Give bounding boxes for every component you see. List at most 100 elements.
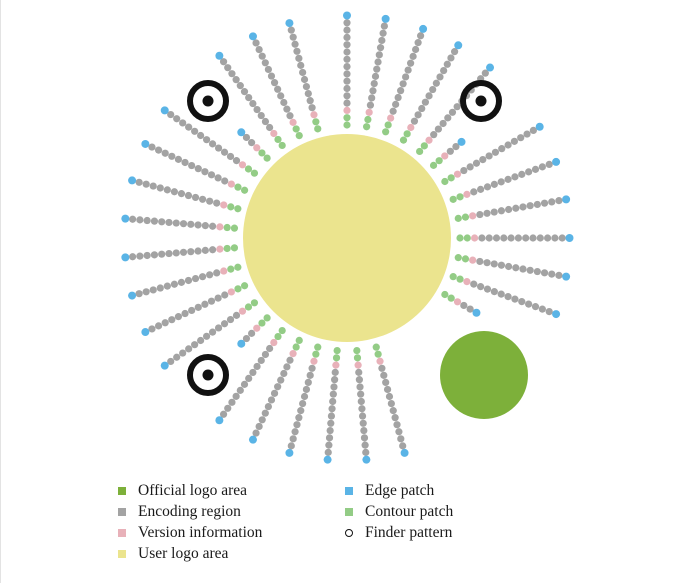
encoding-patch-dot bbox=[291, 428, 299, 436]
encoding-patch-dot bbox=[434, 125, 442, 133]
encoding-patch-dot bbox=[343, 63, 351, 71]
contour-patch-dot bbox=[230, 244, 239, 252]
encoding-patch-dot bbox=[551, 234, 559, 242]
contour-patch-dot bbox=[227, 203, 235, 211]
edge-patch-dot bbox=[562, 272, 571, 281]
encoding-patch-dot bbox=[519, 265, 527, 273]
contour-patch-dot bbox=[353, 354, 362, 362]
contour-patch-dot bbox=[295, 131, 303, 140]
encoding-patch-dot bbox=[206, 197, 214, 205]
edge-patch-dot bbox=[362, 455, 371, 464]
encoding-patch-dot bbox=[359, 419, 367, 427]
contour-patch-dot bbox=[223, 223, 231, 232]
edge-patch-dot bbox=[562, 195, 571, 204]
encoding-patch-dot bbox=[555, 271, 563, 279]
encoding-patch-dot bbox=[191, 274, 200, 283]
encoding-patch-dot bbox=[343, 92, 351, 100]
encoding-patch-dot bbox=[277, 92, 285, 100]
encoding-ray bbox=[121, 244, 239, 262]
legend-item-contour-patch: Contour patch bbox=[345, 502, 453, 522]
encoding-patch-dot bbox=[360, 434, 369, 442]
encoding-patch-dot bbox=[460, 301, 468, 310]
edge-patch-dot bbox=[381, 14, 390, 23]
contour-patch-dot bbox=[240, 186, 249, 194]
encoding-patch-dot bbox=[538, 305, 546, 313]
contour-patch-dot bbox=[420, 142, 428, 150]
contour-patch-dot bbox=[382, 128, 390, 136]
encoding-patch-dot bbox=[270, 79, 279, 87]
encoding-patch-dot bbox=[266, 344, 274, 353]
contour-patch-dot bbox=[274, 135, 282, 144]
contour-patch-dot bbox=[447, 294, 455, 302]
left-border bbox=[0, 0, 1, 583]
encoding-patch-dot bbox=[529, 126, 537, 134]
contour-patch-swatch bbox=[345, 508, 353, 516]
version-patch-dot bbox=[365, 108, 373, 116]
version-patch-dot bbox=[253, 144, 261, 152]
encoding-patch-dot bbox=[329, 397, 337, 406]
contour-patch-dot bbox=[454, 254, 462, 262]
encoding-patch-dot bbox=[283, 363, 291, 371]
user-logo-area-swatch bbox=[118, 550, 126, 558]
contour-patch-dot bbox=[461, 255, 470, 263]
legend-label: Finder pattern bbox=[365, 524, 453, 541]
version-patch-dot bbox=[469, 256, 477, 264]
encoding-patch-dot bbox=[293, 421, 301, 429]
encoding-patch-dot bbox=[208, 328, 217, 336]
encoding-ray bbox=[343, 11, 351, 129]
encoding-patch-dot bbox=[483, 259, 491, 267]
edge-patch-dot bbox=[565, 234, 574, 242]
version-patch-dot bbox=[441, 152, 449, 160]
encoding-patch-dot bbox=[548, 270, 556, 278]
encoding-patch-dot bbox=[291, 40, 299, 48]
contour-patch-dot bbox=[292, 343, 300, 351]
encoding-patch-dot bbox=[297, 407, 305, 415]
encoding-patch-dot bbox=[512, 204, 520, 212]
encoding-patch-dot bbox=[538, 163, 546, 171]
encoding-patch-dot bbox=[280, 369, 288, 378]
encoding-patch-dot bbox=[470, 280, 478, 288]
encoding-patch-dot bbox=[526, 266, 534, 274]
edge-patch-dot bbox=[486, 63, 495, 72]
legend-item-edge-patch: Edge patch bbox=[345, 481, 434, 501]
encoding-patch-dot bbox=[266, 123, 274, 132]
version-patch-dot bbox=[238, 307, 247, 315]
contour-patch-dot bbox=[363, 123, 371, 131]
legend-label: Encoding region bbox=[138, 503, 241, 520]
contour-patch-dot bbox=[343, 121, 351, 129]
encoding-patch-dot bbox=[300, 75, 309, 84]
encoding-patch-dot bbox=[173, 115, 181, 123]
encoding-patch-dot bbox=[201, 168, 209, 176]
encoding-ray bbox=[141, 139, 249, 194]
encoding-patch-dot bbox=[343, 84, 351, 93]
encoding-patch-dot bbox=[545, 308, 553, 316]
encoding-patch-dot bbox=[181, 158, 189, 167]
encoding-patch-dot bbox=[248, 139, 256, 147]
encoding-patch-dot bbox=[248, 329, 256, 337]
encoding-patch-dot bbox=[481, 69, 489, 77]
encoding-patch-dot bbox=[232, 392, 240, 400]
encoding-patch-dot bbox=[274, 85, 282, 93]
encoding-patch-dot bbox=[393, 421, 401, 429]
encoding-patch-dot bbox=[257, 356, 265, 365]
encoding-patch-dot bbox=[136, 216, 144, 224]
encoding-patch-dot bbox=[533, 200, 541, 209]
contour-patch-dot bbox=[234, 205, 242, 213]
encoding-patch-dot bbox=[504, 293, 512, 301]
encoding-ray bbox=[449, 273, 561, 319]
encoding-patch-dot bbox=[143, 251, 151, 260]
version-patch-dot bbox=[463, 278, 471, 286]
encoding-patch-dot bbox=[558, 234, 566, 242]
encoding-patch-dot bbox=[429, 85, 437, 94]
encoding-patch-dot bbox=[179, 248, 188, 256]
encoding-patch-dot bbox=[258, 416, 266, 424]
encoding-ray bbox=[454, 195, 571, 222]
version-patch-dot bbox=[471, 234, 479, 242]
encoding-patch-dot bbox=[300, 392, 309, 401]
encoding-patch-dot bbox=[135, 290, 143, 298]
edge-patch-dot bbox=[419, 24, 428, 33]
encoding-patch-dot bbox=[295, 414, 303, 422]
encoding-ray bbox=[237, 314, 271, 348]
legend-item-version-information: Version information bbox=[118, 523, 262, 543]
